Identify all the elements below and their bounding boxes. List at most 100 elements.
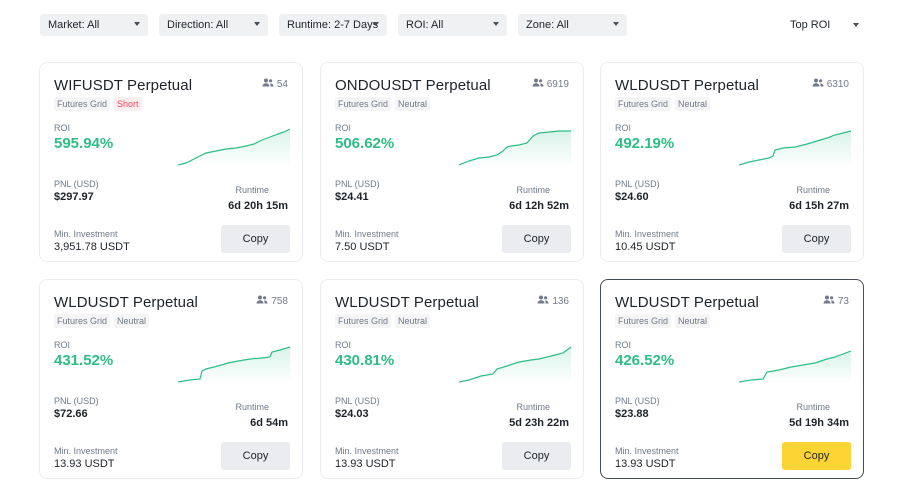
runtime-label: Runtime [235, 402, 269, 412]
pnl-label: PNL (USD) [335, 179, 380, 189]
pair-title[interactable]: ONDOUSDT Perpetual [335, 77, 491, 94]
pnl-label: PNL (USD) [54, 396, 99, 406]
runtime-value: 6d 54m [250, 417, 288, 429]
chevron-down-icon [853, 23, 859, 27]
chevron-down-icon [373, 22, 379, 26]
sparkline-area [459, 347, 571, 384]
copy-button[interactable]: Copy [221, 442, 290, 470]
tag-list: Futures Grid Neutral [335, 97, 431, 111]
followers-count: 136 [537, 295, 569, 307]
min-investment-value: 13.93 USDT [54, 458, 115, 470]
strategy-tag: Short [114, 97, 142, 111]
pair-title[interactable]: WLDUSDT Perpetual [54, 294, 198, 311]
min-investment-value: 3,951.78 USDT [54, 241, 130, 253]
bot-card[interactable]: WIFUSDT Perpetual 54 Futures Grid Short R… [39, 62, 303, 262]
sparkline-area [739, 131, 851, 167]
followers-value: 6310 [826, 78, 849, 90]
bot-card[interactable]: WLDUSDT Perpetual 136 Futures Grid Neutra… [320, 279, 584, 479]
tag-list: Futures Grid Neutral [615, 314, 711, 328]
users-icon [823, 295, 835, 307]
users-icon [812, 78, 824, 90]
copy-button[interactable]: Copy [782, 442, 851, 470]
pair-title[interactable]: WIFUSDT Perpetual [54, 77, 193, 94]
runtime-filter-label: Runtime: 2-7 Days [287, 19, 379, 31]
roi-label: ROI [335, 123, 352, 133]
pair-title[interactable]: WLDUSDT Perpetual [335, 294, 479, 311]
followers-count: 758 [256, 295, 288, 307]
pnl-label: PNL (USD) [615, 396, 660, 406]
sparkline-line [739, 130, 851, 166]
direction-filter-label: Direction: All [167, 19, 229, 31]
users-icon [262, 78, 274, 90]
roi-sparkline [178, 129, 290, 167]
min-investment-label: Min. Investment [335, 229, 399, 239]
copy-button[interactable]: Copy [221, 225, 290, 253]
pnl-value: $24.03 [335, 408, 369, 420]
followers-count: 54 [262, 78, 288, 90]
followers-count: 6310 [812, 78, 849, 90]
pnl-value: $297.97 [54, 191, 94, 203]
market-filter-dropdown[interactable]: Market: All [40, 14, 148, 36]
strategy-tag: Futures Grid [335, 97, 392, 111]
min-investment-label: Min. Investment [54, 446, 118, 456]
roi-value: 431.52% [54, 352, 114, 369]
sparkline-area [459, 131, 571, 167]
roi-sparkline [739, 350, 851, 384]
bot-card[interactable]: WLDUSDT Perpetual 758 Futures Grid Neutra… [39, 279, 303, 479]
strategy-tag: Neutral [114, 314, 150, 328]
tag-list: Futures Grid Neutral [615, 97, 711, 111]
roi-sparkline [459, 130, 571, 167]
roi-label: ROI [54, 123, 71, 133]
runtime-label: Runtime [796, 185, 830, 195]
roi-value: 492.19% [615, 135, 675, 152]
runtime-value: 6d 12h 52m [509, 200, 569, 212]
zone-filter-dropdown[interactable]: Zone: All [518, 14, 627, 36]
chevron-down-icon [134, 22, 140, 26]
runtime-filter-dropdown[interactable]: Runtime: 2-7 Days [279, 14, 387, 36]
min-investment-value: 13.93 USDT [615, 458, 676, 470]
min-investment-label: Min. Investment [54, 229, 118, 239]
runtime-value: 6d 20h 15m [228, 200, 288, 212]
users-icon [256, 295, 268, 307]
roi-filter-dropdown[interactable]: ROI: All [398, 14, 507, 36]
sort-dropdown[interactable]: Top ROI [790, 14, 865, 36]
roi-sparkline [459, 346, 571, 384]
bot-card[interactable]: ONDOUSDT Perpetual 6919 Futures Grid Neut… [320, 62, 584, 262]
strategy-tag: Futures Grid [54, 97, 111, 111]
roi-label: ROI [615, 123, 632, 133]
followers-value: 758 [271, 295, 288, 307]
copy-button[interactable]: Copy [502, 442, 571, 470]
runtime-value: 5d 23h 22m [509, 417, 569, 429]
bot-card[interactable]: WLDUSDT Perpetual 73 Futures Grid Neutral… [600, 279, 864, 479]
market-filter-label: Market: All [48, 19, 100, 31]
roi-value: 426.52% [615, 352, 675, 369]
strategy-tag: Futures Grid [335, 314, 392, 328]
sparkline-line [178, 346, 290, 383]
min-investment-value: 10.45 USDT [615, 241, 676, 253]
pair-title[interactable]: WLDUSDT Perpetual [615, 294, 759, 311]
copy-button[interactable]: Copy [782, 225, 851, 253]
pair-title[interactable]: WLDUSDT Perpetual [615, 77, 759, 94]
users-icon [532, 78, 544, 90]
roi-filter-label: ROI: All [406, 19, 444, 31]
pnl-label: PNL (USD) [335, 396, 380, 406]
roi-label: ROI [615, 340, 632, 350]
copy-button[interactable]: Copy [502, 225, 571, 253]
sparkline-line [739, 350, 851, 383]
strategy-tag: Neutral [395, 97, 431, 111]
direction-filter-dropdown[interactable]: Direction: All [159, 14, 268, 36]
pnl-value: $72.66 [54, 408, 88, 420]
roi-value: 595.94% [54, 135, 114, 152]
chevron-down-icon [613, 22, 619, 26]
bot-card[interactable]: WLDUSDT Perpetual 6310 Futures Grid Neutr… [600, 62, 864, 262]
strategy-tag: Futures Grid [615, 314, 672, 328]
roi-sparkline [739, 130, 851, 167]
strategy-tag: Futures Grid [615, 97, 672, 111]
pnl-value: $24.41 [335, 191, 369, 203]
runtime-label: Runtime [516, 185, 550, 195]
pnl-value: $23.88 [615, 408, 649, 420]
min-investment-value: 7.50 USDT [335, 241, 390, 253]
roi-label: ROI [335, 340, 352, 350]
zone-filter-label: Zone: All [526, 19, 569, 31]
strategy-tag: Neutral [675, 314, 711, 328]
